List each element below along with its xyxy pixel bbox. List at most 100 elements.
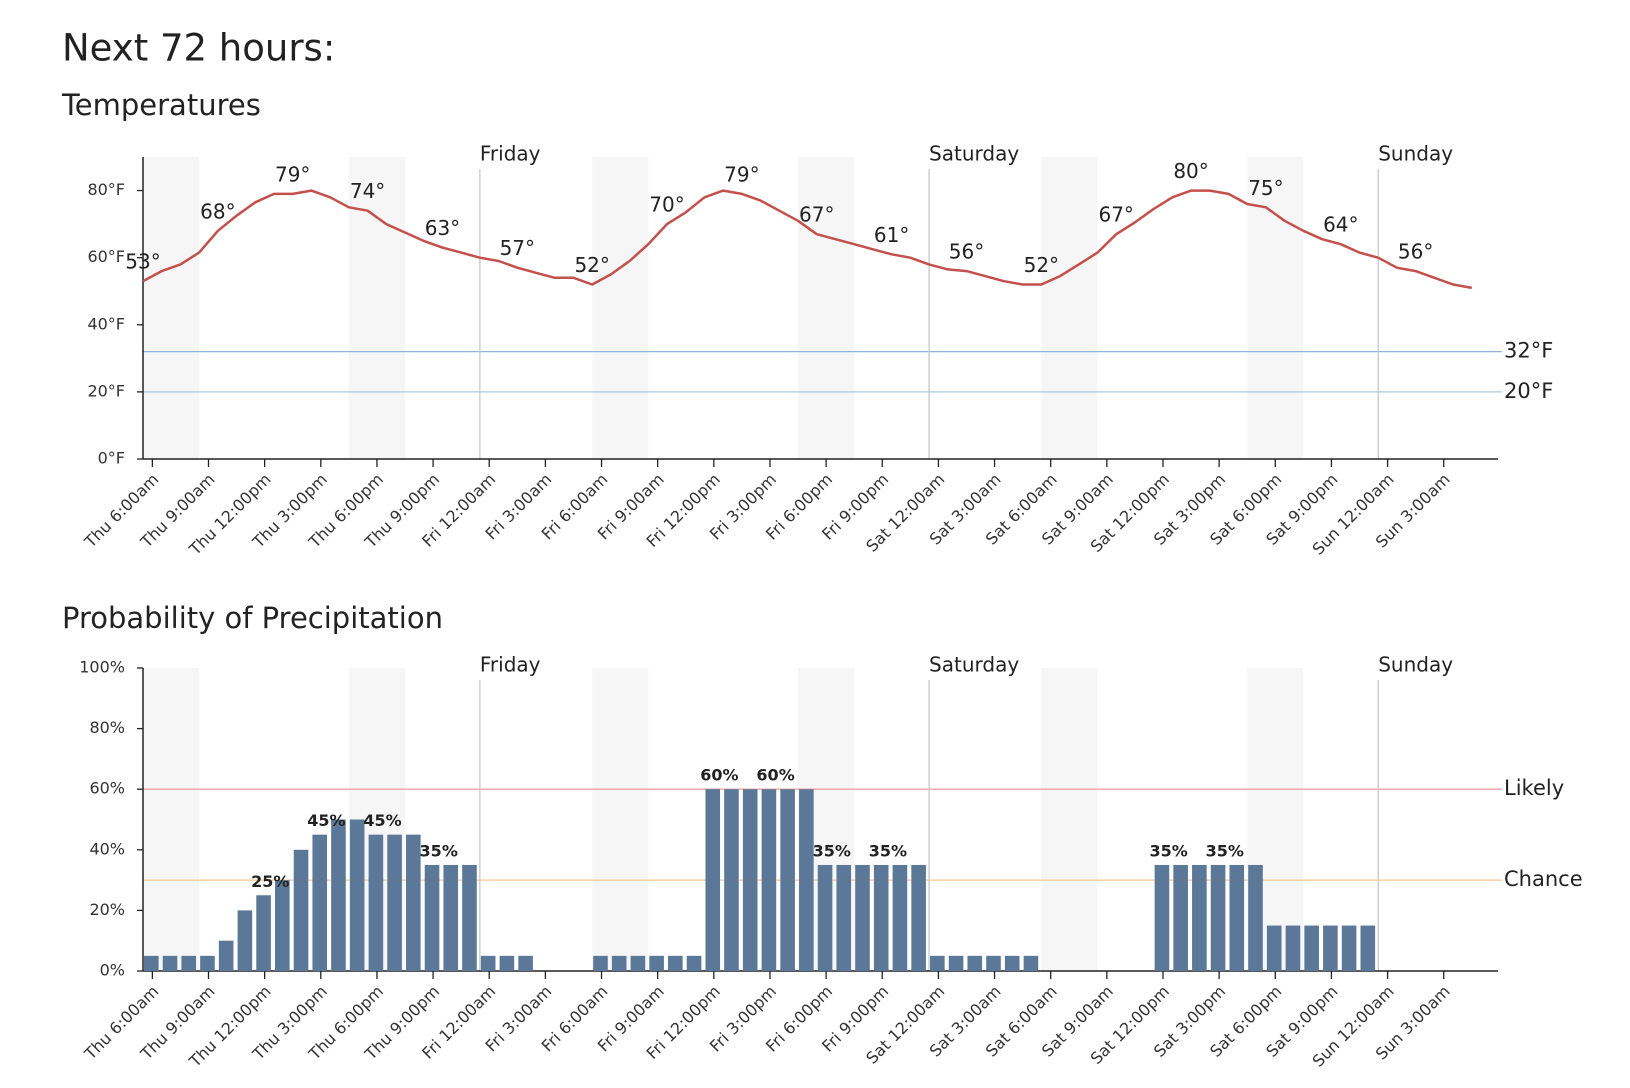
value-label: 64° — [1323, 213, 1358, 237]
bar — [705, 789, 721, 971]
bar — [1285, 925, 1301, 971]
bar — [1341, 925, 1357, 971]
bar — [668, 955, 683, 971]
bar — [761, 789, 777, 971]
bar — [799, 789, 814, 971]
day-label: Sunday — [1378, 142, 1453, 166]
bar — [181, 955, 197, 971]
y-tick-label: 20% — [89, 900, 125, 919]
y-tick-label: 60% — [89, 779, 125, 798]
bar — [1248, 864, 1263, 971]
bar — [1229, 864, 1245, 971]
reference-label: Chance — [1504, 867, 1583, 891]
bar — [1210, 864, 1226, 971]
bar — [1004, 955, 1020, 971]
bar — [1323, 925, 1338, 971]
y-tick-label: 40°F — [87, 314, 125, 333]
value-label: 75° — [1248, 176, 1283, 200]
bar — [275, 880, 290, 971]
y-tick-label: 80°F — [87, 180, 125, 199]
value-label: 74° — [350, 179, 385, 203]
y-tick-label: 0°F — [98, 449, 125, 468]
day-label: Saturday — [929, 653, 1019, 677]
shade-band — [798, 157, 855, 459]
bar — [1023, 955, 1039, 971]
bar — [368, 834, 384, 971]
bar — [1173, 864, 1188, 971]
bar — [349, 819, 365, 971]
day-label: Friday — [480, 142, 541, 166]
bar — [480, 955, 496, 971]
value-label: 25% — [251, 872, 289, 891]
bar — [630, 955, 646, 971]
shade-band — [1041, 668, 1098, 971]
shade-band — [592, 668, 649, 971]
bar — [1304, 925, 1319, 971]
bar — [686, 955, 702, 971]
value-label: 35% — [813, 841, 851, 860]
bar — [1266, 925, 1282, 971]
shade-band — [1247, 157, 1304, 459]
value-label: 45% — [307, 811, 345, 830]
bar — [312, 834, 328, 971]
y-tick-label: 80% — [89, 718, 125, 737]
bar — [986, 955, 1001, 971]
y-tick-label: 0% — [100, 961, 125, 980]
value-label: 67° — [799, 203, 834, 227]
value-label: 60% — [700, 766, 738, 785]
bar — [649, 955, 664, 971]
day-label: Friday — [480, 653, 541, 677]
bar — [387, 834, 402, 971]
bar — [237, 910, 253, 971]
y-tick-label: 60°F — [87, 247, 125, 266]
y-tick-label: 20°F — [87, 381, 125, 400]
value-label: 35% — [420, 841, 458, 860]
day-label: Saturday — [929, 142, 1019, 166]
value-label: 35% — [1206, 841, 1244, 860]
bar — [144, 955, 159, 971]
bar — [200, 955, 215, 971]
bar — [424, 864, 440, 971]
value-label: 63° — [425, 216, 460, 240]
bar — [331, 819, 346, 971]
bar — [930, 955, 945, 971]
bar — [443, 864, 459, 971]
day-label: Sunday — [1378, 653, 1453, 677]
chart-title: Temperatures — [61, 88, 261, 122]
bar — [593, 955, 608, 971]
page-title: Next 72 hours: — [62, 27, 335, 70]
chart-title: Probability of Precipitation — [62, 601, 443, 635]
shade-band — [348, 157, 406, 459]
reference-label: Likely — [1504, 776, 1564, 800]
bar — [406, 834, 421, 971]
shade-band — [143, 668, 200, 971]
value-label: 57° — [500, 236, 535, 260]
bar — [1192, 864, 1207, 971]
value-label: 60% — [756, 766, 794, 785]
y-tick-label: 100% — [79, 658, 125, 677]
value-label: 70° — [649, 193, 684, 217]
bar — [948, 955, 964, 971]
bar — [836, 864, 852, 971]
bar — [1154, 864, 1170, 971]
bar — [892, 864, 908, 971]
value-label: 52° — [574, 253, 609, 277]
bar — [499, 955, 515, 971]
bar — [911, 864, 926, 971]
bar — [742, 789, 758, 971]
bar — [780, 789, 795, 971]
value-label: 61° — [874, 223, 909, 247]
value-label: 35% — [869, 841, 907, 860]
bar — [1360, 925, 1376, 971]
value-label: 56° — [1398, 240, 1433, 264]
value-label: 79° — [275, 162, 310, 186]
bar — [293, 849, 309, 971]
bar — [967, 955, 983, 971]
value-label: 35% — [1149, 841, 1187, 860]
value-label: 68° — [200, 199, 235, 223]
shade-band — [592, 157, 649, 459]
value-label: 53° — [125, 250, 160, 274]
shade-band — [1041, 157, 1098, 459]
value-label: 56° — [949, 240, 984, 264]
